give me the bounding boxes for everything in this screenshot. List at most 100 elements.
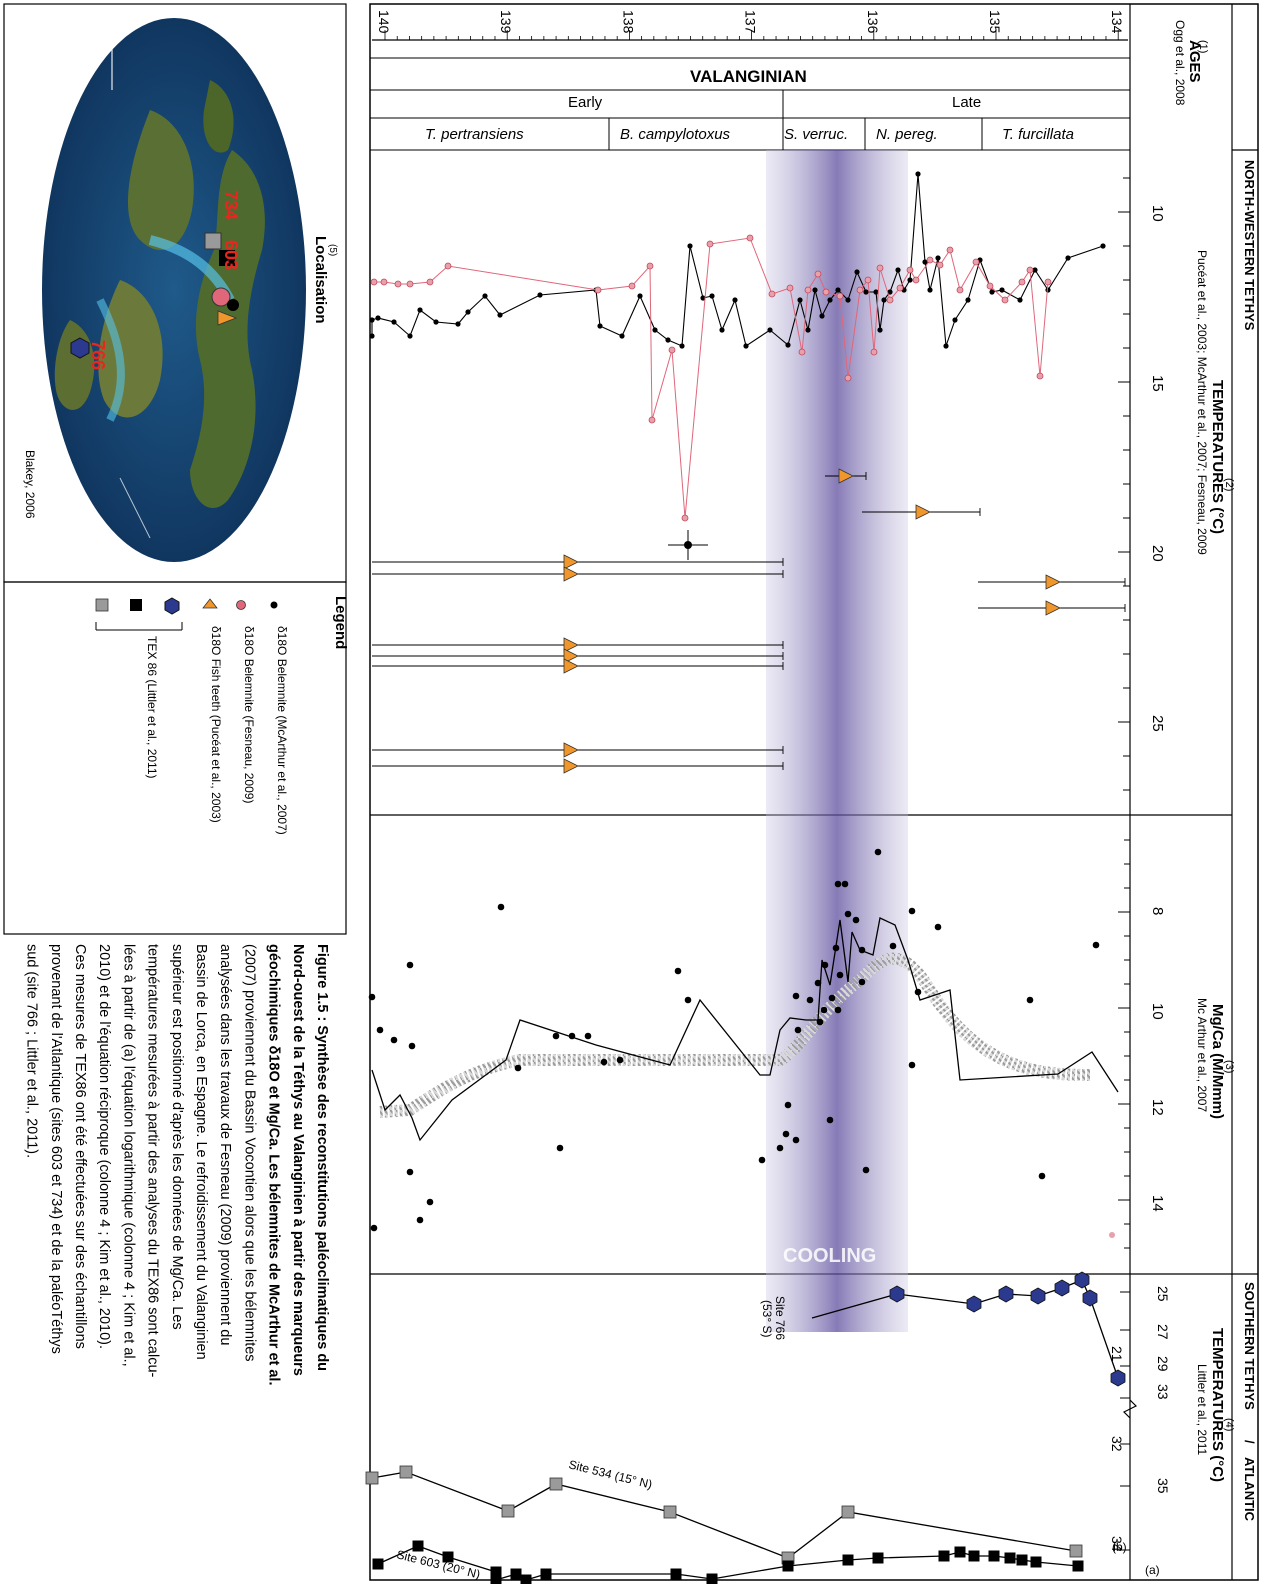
col2-tick-label: 20 bbox=[1149, 545, 1166, 562]
col2-tick-label: 10 bbox=[1149, 205, 1166, 222]
zone-pertransiens: T. pertransiens bbox=[425, 126, 524, 143]
fish-point bbox=[563, 758, 579, 774]
mcarthur-point bbox=[863, 289, 869, 295]
fesneau-point bbox=[956, 286, 964, 294]
mcarthur-point bbox=[433, 319, 439, 325]
mgca-point bbox=[556, 1144, 564, 1152]
mgca-point bbox=[616, 1056, 624, 1064]
mgca-point bbox=[858, 978, 866, 986]
fesneau-point bbox=[594, 286, 602, 294]
mcarthur-point bbox=[819, 313, 825, 319]
tex-603-point bbox=[442, 1551, 454, 1563]
mgca-point bbox=[844, 910, 852, 918]
tex-603-point bbox=[490, 1566, 502, 1578]
col3-source: Mc Arthur et al., 2007 bbox=[1195, 998, 1209, 1112]
tex-603-point bbox=[968, 1550, 980, 1562]
mgca-point bbox=[821, 961, 829, 969]
legend-symbol-mcarthur bbox=[270, 601, 278, 609]
fesneau-point bbox=[876, 264, 884, 272]
age-tick-label: 135 bbox=[987, 10, 1003, 34]
col4-title: TEMPERATURES (°C) bbox=[1209, 1328, 1226, 1482]
mgca-point bbox=[674, 967, 682, 975]
mcarthur-point bbox=[999, 287, 1005, 293]
tex-603-point bbox=[520, 1574, 532, 1584]
fesneau-point bbox=[706, 240, 714, 248]
mgca-point bbox=[568, 1032, 576, 1040]
legend-symbol-fesneau bbox=[236, 600, 246, 610]
fesneau-point bbox=[406, 280, 414, 288]
fish-point bbox=[563, 554, 579, 570]
mcarthur-point bbox=[812, 287, 818, 293]
tex-603-point bbox=[412, 1540, 424, 1552]
map-title: Localisation bbox=[312, 236, 329, 324]
tex-534-point bbox=[1069, 1544, 1083, 1558]
tex-603-point bbox=[954, 1546, 966, 1558]
mcarthur-point bbox=[482, 293, 488, 299]
col4-tick-label: 35 bbox=[1155, 1478, 1171, 1494]
chart-frame bbox=[369, 3, 1259, 1581]
col2-series bbox=[369, 171, 1126, 774]
mcarthur-point bbox=[391, 319, 397, 325]
mcarthur-point bbox=[943, 343, 949, 349]
mgca-point bbox=[497, 903, 505, 911]
site766-name: Site 766 bbox=[773, 1296, 787, 1340]
mcarthur-point bbox=[465, 309, 471, 315]
substage-early: Early bbox=[568, 94, 603, 111]
axis-break bbox=[1122, 1399, 1138, 1419]
mgca-point bbox=[390, 1036, 398, 1044]
site534-line bbox=[371, 1471, 1077, 1559]
mgca-point bbox=[552, 1032, 560, 1040]
mgca-point bbox=[1026, 996, 1034, 1004]
mcarthur-point bbox=[719, 327, 725, 333]
col4-tick-label: 33 bbox=[1155, 1384, 1171, 1400]
caption-line: Ces mesures de TEX86 ont été effectuées … bbox=[72, 944, 88, 1349]
mgca-point bbox=[841, 880, 849, 888]
mcarthur-point bbox=[619, 333, 625, 339]
mcarthur-point bbox=[767, 327, 773, 333]
caption-line: analysées dans les travaux de Fesneau (2… bbox=[217, 944, 233, 1345]
paleo-map bbox=[42, 18, 306, 562]
fesneau-point bbox=[870, 348, 878, 356]
col4-series bbox=[365, 1271, 1126, 1584]
map-credit: Blakey, 2006 bbox=[23, 450, 37, 519]
fesneau-line bbox=[374, 237, 1049, 519]
mcarthur-point bbox=[877, 327, 883, 333]
mgca-point bbox=[684, 996, 692, 1004]
mcarthur-point bbox=[1045, 287, 1051, 293]
tex-534-point bbox=[399, 1465, 413, 1479]
region-nw-tethys: NORTH-WESTERN TETHYS bbox=[1242, 160, 1257, 331]
mcarthur-point bbox=[417, 307, 423, 313]
zone-campylotoxus: B. campylotoxus bbox=[620, 126, 731, 143]
fesneau-point bbox=[844, 374, 852, 382]
fesneau-point bbox=[786, 284, 794, 292]
tex-603-point bbox=[510, 1568, 522, 1580]
mgca-smoothed bbox=[379, 952, 1091, 1118]
mcarthur-point bbox=[455, 321, 461, 327]
col3-tick-label: 8 bbox=[1149, 907, 1166, 915]
mgca-point bbox=[792, 1136, 800, 1144]
mgca-point bbox=[834, 1006, 842, 1014]
caption-line: provenant de l'Atlantique (sites 603 et … bbox=[48, 944, 64, 1354]
ages-source: Ogg et al., 2008 bbox=[1173, 20, 1187, 106]
ages-title: AGES bbox=[1186, 40, 1203, 83]
mgca-point bbox=[406, 1168, 414, 1176]
mgca-point bbox=[792, 992, 800, 1000]
mgca-point bbox=[1092, 941, 1100, 949]
mcarthur-point bbox=[922, 259, 928, 265]
mcarthur-point bbox=[805, 327, 811, 333]
substage-late: Late bbox=[952, 94, 981, 111]
map-label-603: 603 bbox=[221, 240, 241, 270]
legend-item-fesneau: δ18O Belemnite (Fesneau, 2009) bbox=[242, 626, 256, 803]
mgca-point bbox=[908, 907, 916, 915]
mcarthur-point bbox=[497, 312, 503, 318]
mgca-point bbox=[828, 994, 836, 1002]
tex-603-point bbox=[1072, 1560, 1084, 1572]
mgca-point bbox=[814, 979, 822, 987]
mcarthur-point bbox=[700, 295, 706, 301]
zone-pereg: N. pereg. bbox=[876, 126, 938, 143]
legend-title: Legend bbox=[332, 596, 349, 649]
tex-603-point bbox=[782, 1560, 794, 1572]
legend-symbol-tex603 bbox=[130, 599, 142, 611]
fesneau-point bbox=[668, 346, 676, 354]
mgca-point bbox=[858, 946, 866, 954]
